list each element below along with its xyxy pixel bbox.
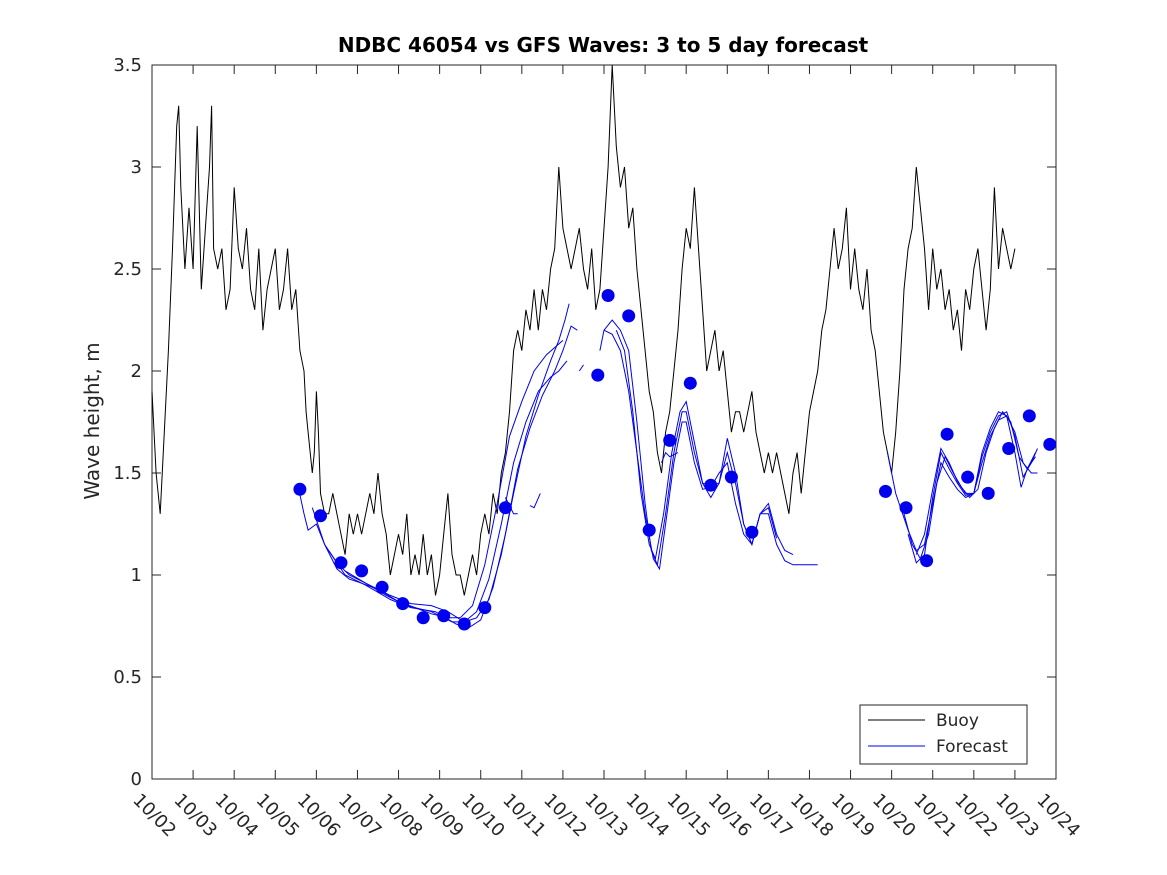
forecast-point [745, 525, 759, 539]
x-tick-label: 10/09 [416, 790, 468, 842]
x-tick-label: 10/07 [334, 790, 386, 842]
axes-box [151, 64, 1057, 780]
forecast-point [704, 478, 718, 492]
x-tick-label: 10/04 [211, 790, 263, 842]
forecast-point [899, 501, 913, 515]
forecast-line [661, 451, 679, 463]
x-tick-label: 10/13 [580, 790, 632, 842]
y-tick-label: 3 [131, 157, 142, 178]
forecast-point [355, 564, 369, 578]
chart-title: NDBC 46054 vs GFS Waves: 3 to 5 day fore… [338, 33, 869, 57]
y-tick-label: 0 [131, 769, 142, 790]
forecast-point [601, 289, 615, 302]
legend-forecast-label: Forecast [936, 737, 1008, 757]
forecast-point [437, 609, 451, 623]
forecast-point [940, 427, 954, 441]
x-tick-label: 10/23 [991, 790, 1043, 842]
x-tick-label: 10/03 [170, 790, 222, 842]
x-tick-label: 10/05 [252, 790, 304, 842]
forecast-point [416, 611, 430, 625]
x-tick-label: 10/24 [1032, 790, 1084, 842]
forecast-point [642, 523, 656, 537]
forecast-point [981, 486, 995, 500]
forecast-point [683, 376, 697, 390]
series-layer [151, 64, 1057, 631]
forecast-point [1002, 442, 1016, 455]
forecast-line [887, 415, 1038, 552]
forecast-point [663, 433, 677, 447]
forecast-point [375, 580, 389, 594]
forecast-point [724, 470, 738, 484]
forecast-point [961, 470, 975, 484]
forecast-line [915, 411, 1036, 555]
forecast-point [1022, 409, 1036, 423]
forecast-point [396, 597, 410, 611]
y-tick-label: 2 [131, 361, 142, 382]
x-tick-label: 10/21 [909, 790, 961, 842]
x-tick-label: 10/17 [745, 790, 797, 842]
y-tick-label: 1.5 [113, 463, 142, 484]
buoy-line [151, 64, 1016, 596]
x-tick-label: 10/15 [663, 790, 715, 842]
forecast-line [578, 364, 584, 372]
forecast-point [622, 309, 636, 323]
x-tick-label: 10/19 [827, 790, 879, 842]
y-tick-label: 1 [131, 565, 142, 586]
forecast-point [591, 368, 605, 382]
x-tick-label: 10/16 [704, 790, 756, 842]
forecast-point [457, 617, 471, 631]
x-tick-label: 10/06 [293, 790, 345, 842]
forecast-line [529, 493, 541, 509]
forecast-point [478, 601, 492, 615]
x-tick-label: 10/12 [539, 790, 591, 842]
x-tick-label: 10/10 [457, 790, 509, 842]
forecast-point [920, 554, 934, 568]
forecast-point [879, 484, 892, 498]
x-tick-label: 10/20 [868, 790, 920, 842]
legend-box [859, 704, 1028, 765]
forecast-line [297, 340, 564, 619]
x-tick-label: 10/11 [498, 790, 550, 842]
forecast-point [1043, 437, 1057, 451]
y-axis: 0 0.5 1 1.5 2 2.5 3 3.5 [113, 55, 1056, 790]
x-tick-label: 10/08 [375, 790, 427, 842]
x-tick-label: 10/18 [786, 790, 838, 842]
y-axis-label: Wave height, m [80, 342, 104, 499]
forecast-point [314, 509, 327, 523]
forecast-point [334, 556, 348, 570]
legend: Buoy Forecast [859, 704, 1028, 765]
x-tick-label: 10/14 [622, 790, 674, 842]
forecast-point [293, 482, 307, 496]
forecast-point [498, 501, 512, 515]
x-tick-label: 10/02 [128, 790, 180, 842]
y-tick-label: 0.5 [113, 667, 142, 688]
y-tick-label: 2.5 [113, 259, 142, 280]
x-tick-label: 10/22 [950, 790, 1002, 842]
y-tick-label: 3.5 [113, 55, 142, 76]
legend-buoy-label: Buoy [936, 711, 979, 731]
